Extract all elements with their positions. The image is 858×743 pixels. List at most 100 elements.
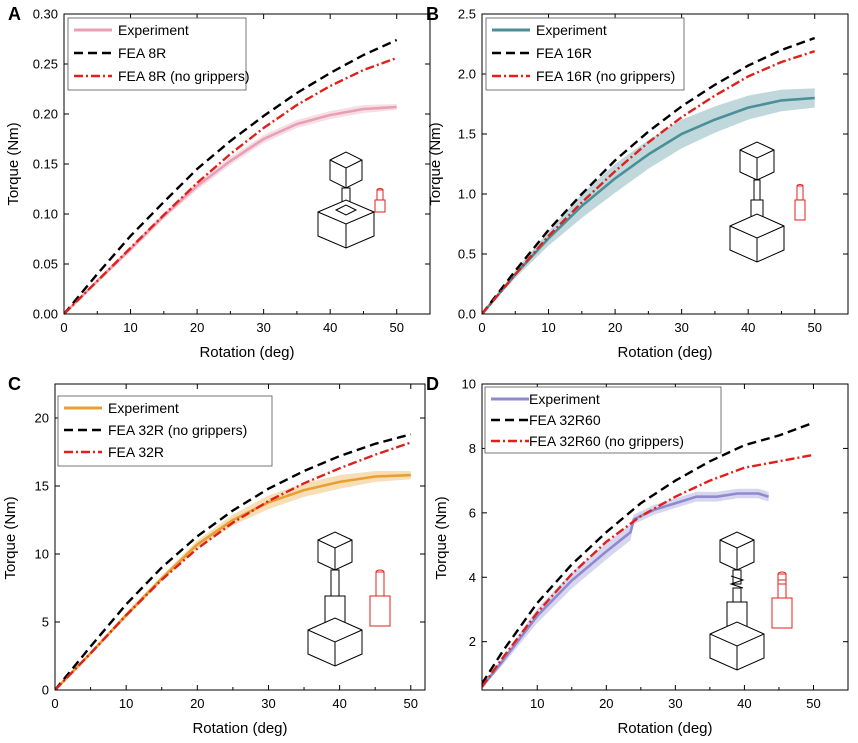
x-tick-label: 10 — [530, 696, 544, 711]
plot-area — [482, 421, 814, 689]
panel-letter-d: D — [426, 374, 439, 394]
panel-b: B 0 10 20 30 40 50 0.0 0.5 1.0 1.5 2.0 2.5 Rotation… — [426, 4, 849, 361]
x-tick-label: 50 — [806, 696, 820, 711]
panel-b-legend: Experiment FEA 16R FEA 16R (no grippers) — [485, 17, 685, 91]
panel-a-xlabel: Rotation (deg) — [199, 344, 294, 361]
y-tick-label: 1.5 — [458, 127, 476, 142]
panel-a: A 0 10 20 30 40 50 0.00 0.05 0.10 0.15 0.20 0.25 0.3… — [5, 4, 431, 361]
legend-label: FEA 16R (no grippers) — [536, 68, 675, 84]
specimen-32r-illustration — [307, 531, 363, 667]
series-line-fea-32r-no-grippers — [55, 433, 412, 690]
panel-c-legend: Experiment FEA 32R (no grippers) FEA 32R — [57, 395, 273, 467]
panel-d-marks — [482, 421, 814, 689]
y-tick-label: 2.5 — [458, 7, 476, 22]
panel-c-xlabel: Rotation (deg) — [192, 720, 287, 737]
y-tick-label: 0.15 — [33, 157, 58, 172]
x-tick-label: 20 — [190, 696, 204, 711]
panel-a-ticks: 0 10 20 30 40 50 0.00 0.05 0.10 0.15 0.20 0.25 0.30 — [33, 7, 431, 335]
panel-c: C 0 10 20 30 40 50 0 5 10 15 20 Rotation (deg) Tor… — [2, 374, 426, 737]
x-tick-label: 40 — [323, 320, 337, 335]
x-tick-label: 50 — [389, 320, 403, 335]
panel-d-xlabel: Rotation (deg) — [617, 720, 712, 737]
series-line-fea-32r — [55, 441, 412, 690]
series-line-fea-16r-no-grippers — [482, 50, 816, 314]
x-tick-label: 50 — [807, 320, 821, 335]
y-tick-label: 0.5 — [458, 247, 476, 262]
panel-b-xlabel: Rotation (deg) — [617, 344, 712, 361]
panel-c-ticks: 0 10 20 30 40 50 0 5 10 15 20 — [35, 384, 425, 711]
y-tick-label: 2.0 — [458, 67, 476, 82]
specimen-16r-illustration — [729, 141, 785, 263]
specimen-32r60-illustration — [709, 531, 765, 671]
series-line-fea-32r60 — [482, 421, 814, 685]
legend-label: FEA 32R — [108, 444, 164, 460]
y-tick-label: 10 — [462, 377, 476, 392]
legend-label: FEA 32R60 — [529, 412, 601, 428]
y-tick-label: 2 — [469, 634, 476, 649]
legend-label: Experiment — [118, 22, 189, 38]
x-tick-label: 30 — [668, 696, 682, 711]
series-line-experiment — [482, 96, 815, 314]
specimen-16r-small-icon — [794, 184, 806, 221]
y-tick-label: 6 — [469, 505, 476, 520]
legend-label: FEA 32R60 (no grippers) — [529, 433, 684, 449]
series-band-experiment — [482, 88, 815, 314]
y-tick-label: 5 — [42, 615, 49, 630]
legend-label: Experiment — [536, 22, 607, 38]
legend-label: FEA 32R (no grippers) — [108, 422, 247, 438]
y-tick-label: 4 — [469, 570, 476, 585]
panel-c-ylabel: Torque (Nm) — [2, 496, 19, 579]
series-line-experiment — [55, 473, 411, 690]
y-tick-label: 15 — [35, 479, 49, 494]
series-line-experiment — [64, 105, 397, 314]
x-tick-label: 10 — [123, 320, 137, 335]
x-tick-label: 0 — [60, 320, 67, 335]
series-line-fea-16r — [482, 36, 816, 314]
panel-letter-c: C — [8, 374, 21, 394]
legend-label: FEA 8R — [118, 45, 166, 61]
y-tick-label: 0.25 — [33, 57, 58, 72]
specimen-32r-small-icon — [369, 569, 391, 627]
specimen-32r60-small-icon — [771, 571, 793, 629]
y-tick-label: 0 — [42, 683, 49, 698]
panel-a-marks — [64, 38, 398, 314]
specimen-8r-illustration — [317, 151, 375, 249]
y-tick-label: 0.0 — [458, 307, 476, 322]
y-tick-label: 20 — [35, 411, 49, 426]
x-tick-label: 40 — [741, 320, 755, 335]
legend-label: Experiment — [529, 391, 600, 407]
panel-b-ticks: 0 10 20 30 40 50 0.0 0.5 1.0 1.5 2.0 2.5 — [458, 7, 849, 335]
x-tick-label: 0 — [51, 696, 58, 711]
x-tick-label: 0 — [478, 320, 485, 335]
x-tick-label: 40 — [737, 696, 751, 711]
x-tick-label: 20 — [599, 696, 613, 711]
x-tick-label: 20 — [608, 320, 622, 335]
panel-d-ylabel: Torque (Nm) — [433, 496, 450, 579]
y-tick-label: 0.05 — [33, 257, 58, 272]
y-tick-label: 0.20 — [33, 107, 58, 122]
panel-b-frame — [481, 13, 849, 315]
x-tick-label: 30 — [261, 696, 275, 711]
x-tick-label: 30 — [256, 320, 270, 335]
panel-a-legend: Experiment FEA 8R FEA 8R (no grippers) — [67, 17, 250, 91]
series-line-fea-8r — [64, 38, 398, 314]
legend-label: FEA 16R — [536, 45, 592, 61]
series-line-fea-32r60-no-grippers — [482, 453, 814, 688]
panel-letter-b: B — [426, 4, 439, 24]
panel-d-frame — [481, 383, 849, 691]
legend-label: Experiment — [108, 400, 179, 416]
x-tick-label: 20 — [190, 320, 204, 335]
y-tick-label: 1.0 — [458, 187, 476, 202]
legend-label: FEA 8R (no grippers) — [118, 68, 250, 84]
panel-d-legend: Experiment FEA 32R60 FEA 32R60 (no gripp… — [484, 386, 722, 454]
panel-a-ylabel: Torque (Nm) — [5, 122, 22, 205]
y-tick-label: 0.30 — [33, 7, 58, 22]
panel-b-marks — [482, 36, 816, 314]
x-tick-label: 40 — [332, 696, 346, 711]
plot-area — [482, 36, 816, 314]
panel-letter-a: A — [8, 4, 21, 24]
x-tick-label: 10 — [541, 320, 555, 335]
panel-c-marks — [55, 433, 412, 690]
plot-area — [64, 38, 398, 314]
